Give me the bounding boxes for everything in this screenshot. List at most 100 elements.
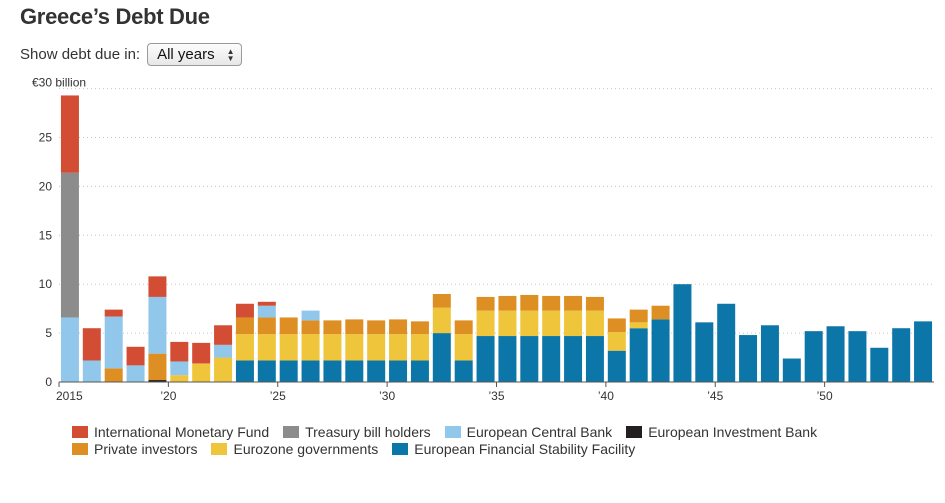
bar-segment xyxy=(564,336,583,382)
bar-segment xyxy=(126,346,145,366)
bar-segment xyxy=(279,317,298,335)
bar-segment xyxy=(301,320,320,335)
bar-segment xyxy=(607,318,626,333)
bar-segment xyxy=(629,322,648,329)
bar-segment xyxy=(454,334,473,361)
bar-segment xyxy=(651,319,670,382)
bar-segment xyxy=(235,303,254,318)
bar-segment xyxy=(367,334,386,361)
legend-item: European Financial Stability Facility xyxy=(392,441,635,457)
bar-segment xyxy=(367,360,386,382)
bar-segment xyxy=(235,360,254,382)
bar-segment xyxy=(389,334,408,361)
bar-segment xyxy=(301,360,320,382)
bar-segment xyxy=(760,325,779,382)
bar-segment xyxy=(520,294,539,311)
bar-segment xyxy=(782,358,801,382)
bar-segment xyxy=(192,342,211,364)
bar-segment xyxy=(214,344,233,358)
bar-segment xyxy=(301,310,320,321)
bar-segment xyxy=(257,317,276,335)
bar-segment xyxy=(432,333,451,382)
bar-segment xyxy=(170,341,189,362)
legend-label: European Financial Stability Facility xyxy=(414,440,636,457)
y-tick-label: 20 xyxy=(39,179,53,193)
y-axis-top-label: €30 billion xyxy=(32,76,86,90)
legend-swatch xyxy=(72,442,88,455)
bar-segment xyxy=(214,357,233,382)
bar-segment xyxy=(673,284,692,382)
legend-swatch xyxy=(626,425,643,438)
select-arrows-icon: ▲ ▼ xyxy=(226,46,235,63)
bar-segment xyxy=(323,334,342,361)
y-tick-label: 5 xyxy=(45,326,52,340)
x-tick-label: ’30 xyxy=(379,389,395,403)
bar-segment xyxy=(60,172,79,318)
year-select[interactable]: All years ▲ ▼ xyxy=(147,43,242,66)
bar-segment xyxy=(279,360,298,382)
legend-item: Eurozone governments xyxy=(211,441,378,457)
legend-swatch xyxy=(283,425,300,438)
bar-segment xyxy=(629,328,648,382)
x-tick-label: ’35 xyxy=(489,389,505,403)
legend-item: Private investors xyxy=(72,441,197,457)
bar-segment xyxy=(148,353,167,381)
legend-label: European Central Bank xyxy=(466,423,613,440)
bar-segment xyxy=(476,296,495,311)
y-tick-label: 10 xyxy=(39,277,53,291)
bar-segment xyxy=(476,310,495,337)
x-tick-label: ’45 xyxy=(707,389,723,403)
bar-segment xyxy=(476,336,495,382)
legend-item: European Investment Bank xyxy=(626,424,817,440)
bar-segment xyxy=(301,334,320,361)
x-tick-label: ’50 xyxy=(817,389,833,403)
bar-segment xyxy=(848,331,867,382)
bar-segment xyxy=(432,307,451,334)
legend-label: European Investment Bank xyxy=(648,423,818,440)
bar-segment xyxy=(607,332,626,351)
legend-item: Treasury bill holders xyxy=(283,424,431,440)
bar-segment xyxy=(607,350,626,382)
bar-segment xyxy=(82,328,101,361)
x-tick-label: ’20 xyxy=(160,389,176,403)
bar-segment xyxy=(804,331,823,382)
bar-segment xyxy=(126,365,145,382)
bar-segment xyxy=(410,334,429,361)
bar-segment xyxy=(60,95,79,173)
bar-segment xyxy=(542,295,561,311)
bar-segment xyxy=(432,293,451,308)
bar-segment xyxy=(410,321,429,335)
bar-segment xyxy=(585,336,604,382)
legend-swatch xyxy=(72,425,88,438)
bar-segment xyxy=(520,336,539,382)
legend-row: Private investors Eurozone governments Eur… xyxy=(72,440,831,457)
bar-segment xyxy=(695,322,714,382)
y-tick-label: 25 xyxy=(39,131,53,145)
year-select-value: All years xyxy=(157,46,215,63)
legend-row: International Monetary Fund Treasury bill… xyxy=(72,423,831,440)
bar-segment xyxy=(564,295,583,311)
bar-segment xyxy=(542,310,561,337)
bar-segment xyxy=(629,309,648,323)
bar-segment xyxy=(170,375,189,382)
debt-chart: 0 5 10 15 20 25 €30 billion 2015 ’20 ’25 ’30 ’35 ’40… xyxy=(32,76,934,403)
bar-segment xyxy=(104,368,123,382)
bar-segment xyxy=(389,360,408,382)
legend-item: International Monetary Fund xyxy=(72,424,269,440)
bar-segment xyxy=(585,310,604,337)
bar-segment xyxy=(454,320,473,335)
bar-segment xyxy=(498,310,517,337)
bar-segment xyxy=(257,305,276,318)
bar-segment xyxy=(498,336,517,382)
legend-swatch xyxy=(444,425,461,438)
bar-segment xyxy=(345,319,364,335)
bar-segment xyxy=(257,301,276,306)
bar-segment xyxy=(214,325,233,345)
bar-segment xyxy=(564,310,583,337)
bar-segment xyxy=(104,309,123,317)
bar-segment xyxy=(542,336,561,382)
legend-swatch xyxy=(211,442,228,455)
bar-segment xyxy=(914,321,933,382)
bar-segment xyxy=(104,316,123,369)
bar-segment xyxy=(892,328,911,382)
